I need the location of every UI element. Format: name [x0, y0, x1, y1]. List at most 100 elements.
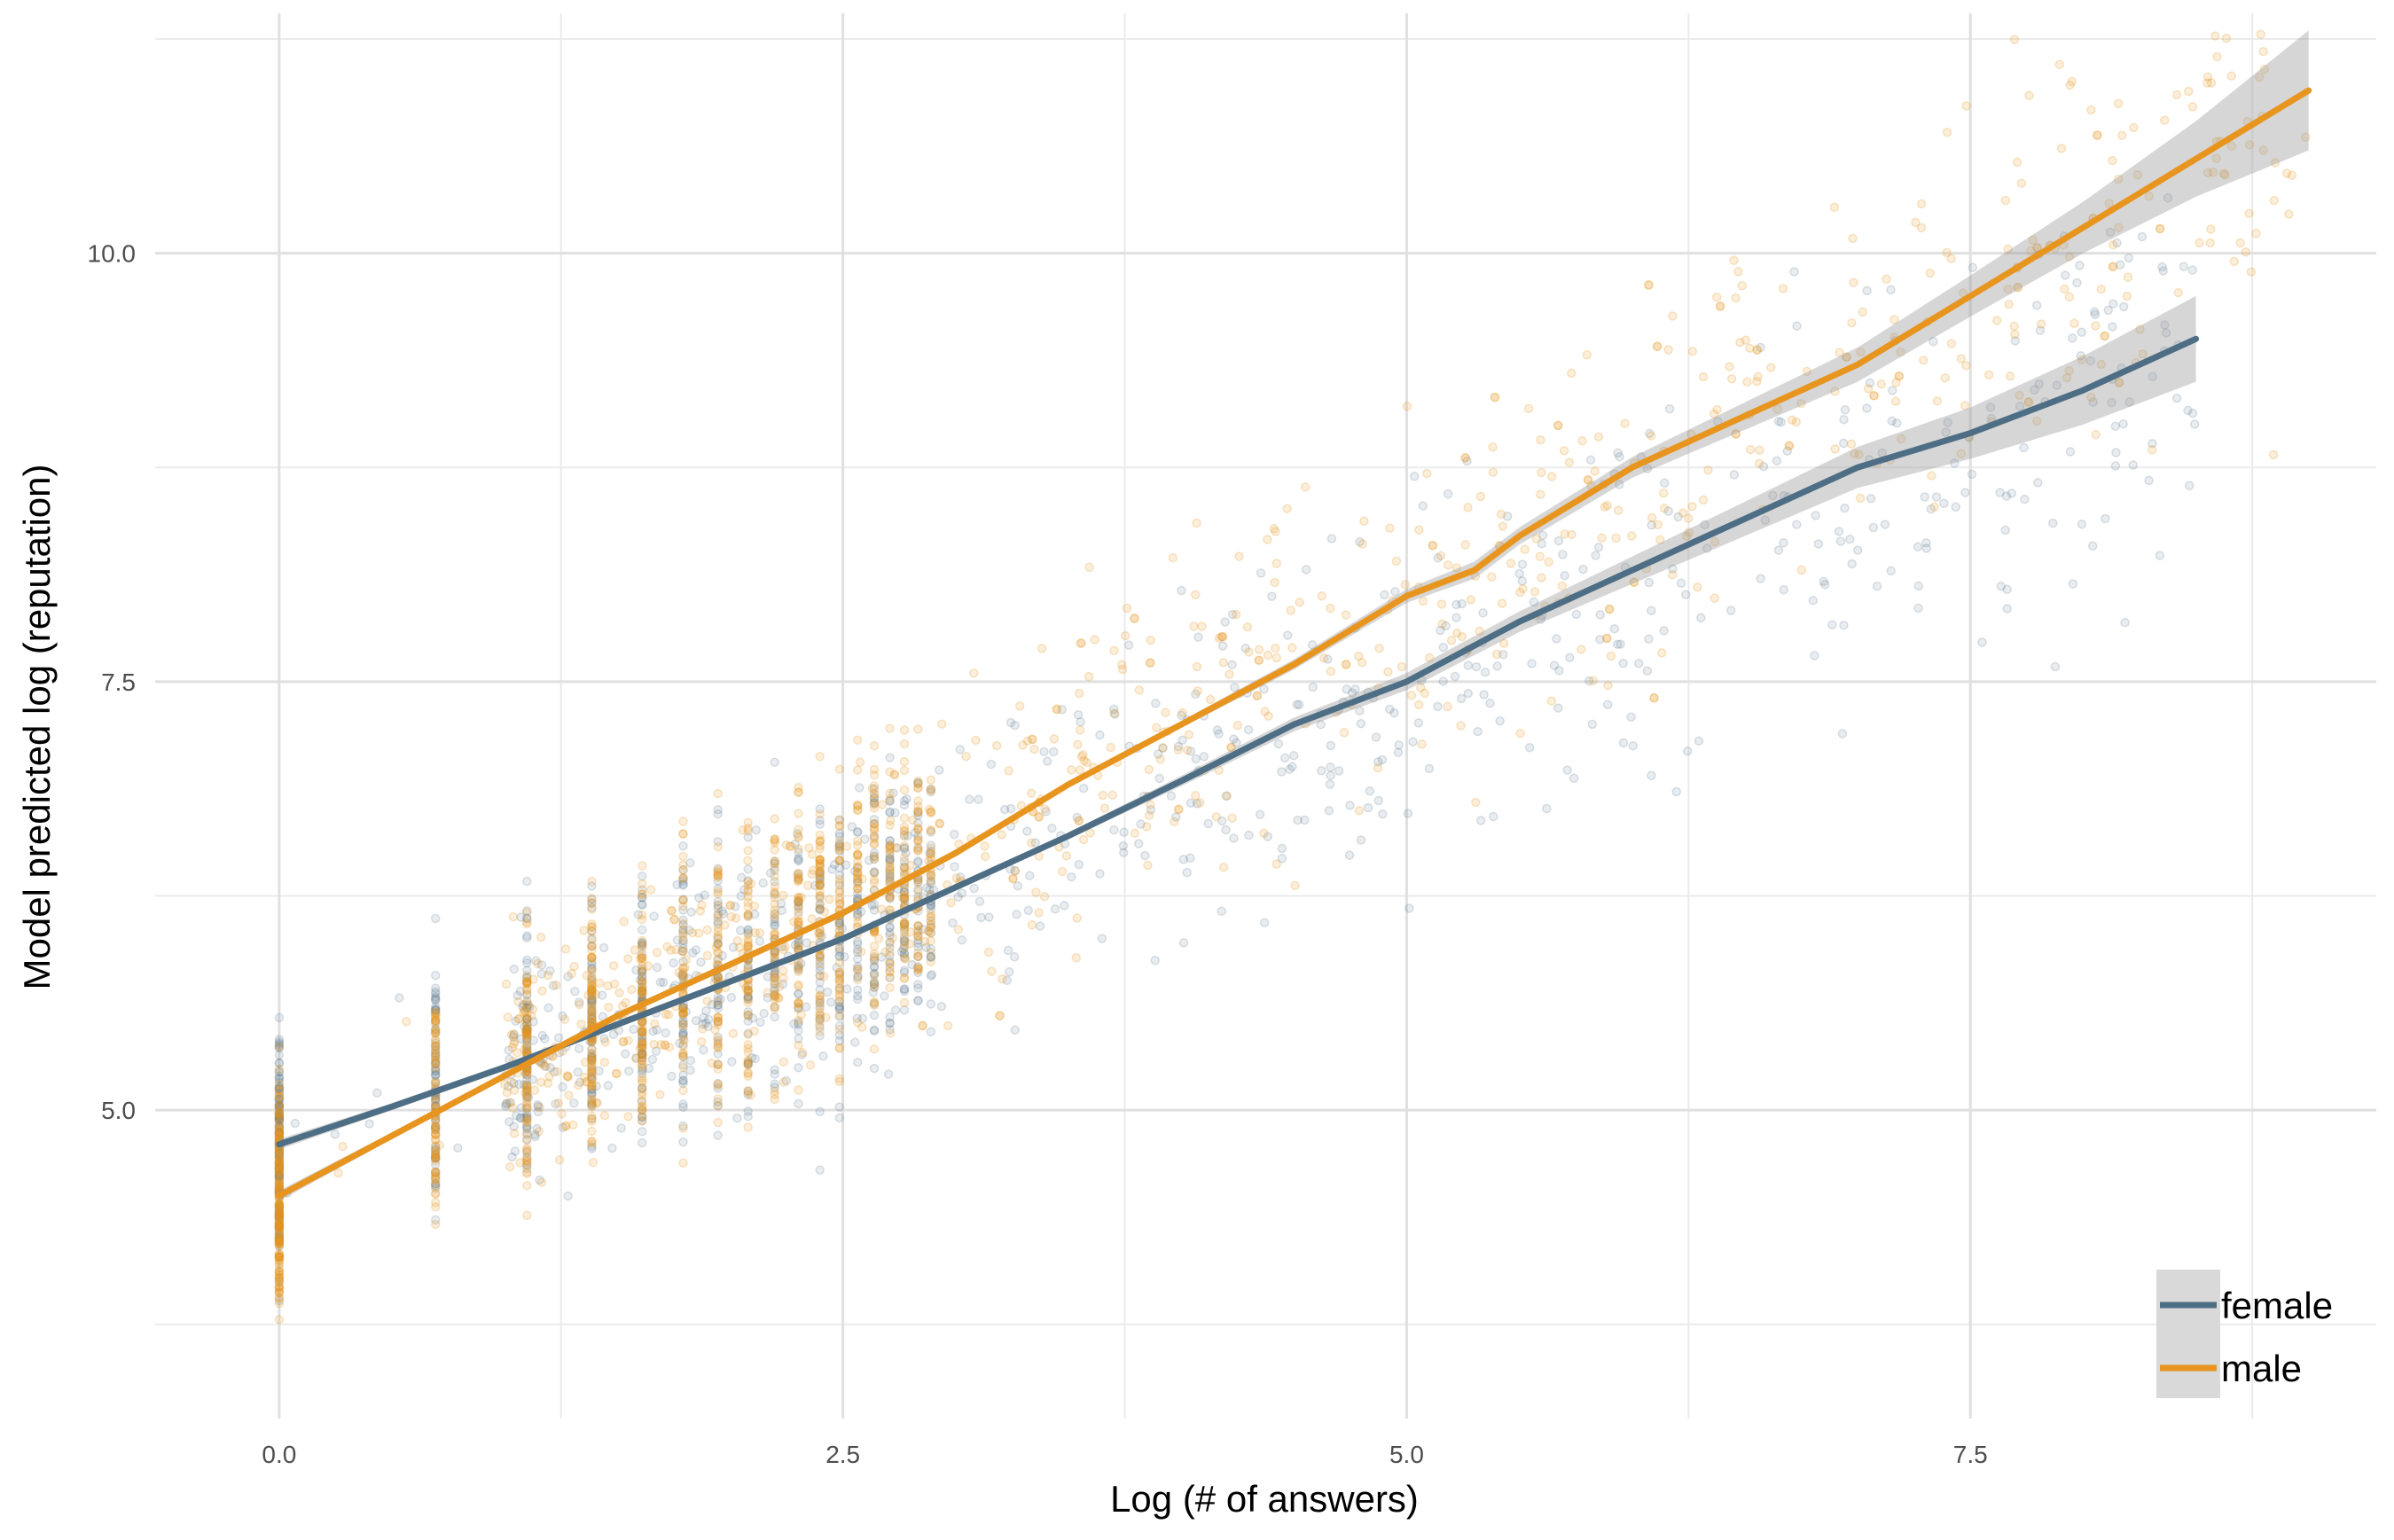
male-point	[522, 1180, 532, 1191]
male-point	[2091, 429, 2101, 440]
male-point	[886, 816, 896, 825]
male-point	[743, 941, 753, 951]
female-point	[1326, 762, 1335, 772]
male-point	[728, 1028, 739, 1039]
female-point	[519, 1113, 529, 1123]
male-point	[2086, 105, 2096, 115]
male-point	[543, 1078, 553, 1089]
female-point	[1050, 904, 1060, 914]
male-point	[961, 751, 971, 762]
female-point	[815, 928, 825, 938]
female-point	[869, 831, 880, 841]
female-point	[955, 872, 966, 882]
female-point	[926, 876, 936, 886]
female-point	[1326, 534, 1337, 543]
female-point	[1887, 416, 1897, 426]
female-point	[1485, 699, 1495, 708]
male-point	[1557, 581, 1568, 591]
female-point	[794, 1002, 803, 1012]
female-point	[597, 990, 607, 1000]
female-point	[883, 1069, 894, 1079]
female-point	[520, 1021, 529, 1032]
female-point	[834, 863, 845, 872]
female-point	[763, 992, 773, 1003]
female-point	[1005, 717, 1016, 728]
female-point	[2112, 238, 2122, 248]
female-point	[678, 957, 688, 966]
female-point	[770, 914, 779, 924]
male-point	[995, 1011, 1005, 1020]
female-point	[587, 903, 597, 913]
female-point	[921, 942, 931, 952]
female-point	[1171, 812, 1181, 822]
female-point	[1119, 827, 1129, 838]
male-point	[2244, 208, 2254, 219]
female-point	[743, 1059, 753, 1069]
male-point	[1286, 606, 1296, 615]
female-point	[869, 1010, 880, 1020]
male-point	[652, 948, 662, 958]
female-point	[770, 917, 779, 927]
female-point	[2171, 393, 2182, 403]
female-point	[274, 1114, 285, 1124]
female-point	[1659, 478, 1670, 489]
female-point	[274, 1236, 285, 1246]
male-point	[2016, 178, 2027, 188]
male-point	[794, 980, 803, 989]
female-point	[1865, 378, 1875, 388]
female-point	[587, 957, 597, 967]
female-point	[965, 794, 974, 804]
female-point	[1277, 767, 1287, 777]
female-point	[1095, 730, 1105, 740]
male-point	[2160, 115, 2170, 125]
female-point	[852, 985, 863, 995]
female-point	[274, 1222, 285, 1232]
female-point	[637, 900, 647, 911]
male-point	[1627, 531, 1637, 541]
male-point	[913, 801, 923, 811]
female-point	[869, 982, 880, 993]
female-point	[504, 1045, 513, 1055]
female-point	[1779, 584, 1789, 595]
female-point	[1049, 747, 1059, 757]
female-point	[913, 983, 923, 993]
male-point	[587, 1101, 597, 1112]
female-point	[1097, 934, 1107, 943]
female-point	[1277, 853, 1287, 864]
male-point	[2108, 155, 2117, 166]
female-point	[1549, 661, 1560, 670]
female-point	[849, 866, 860, 877]
female-point	[885, 869, 895, 879]
female-point	[637, 1127, 647, 1137]
male-point	[637, 1087, 647, 1098]
female-point	[591, 1081, 602, 1091]
female-point	[587, 1141, 597, 1152]
female-point	[864, 856, 874, 865]
male-point	[2226, 71, 2237, 82]
female-point	[2124, 253, 2134, 263]
female-point	[637, 1068, 647, 1079]
female-point	[523, 1000, 534, 1011]
female-point	[430, 1059, 441, 1069]
male-point	[1506, 559, 1516, 568]
male-point	[1074, 688, 1084, 699]
male-point	[1745, 343, 1755, 353]
male-point	[1259, 828, 1269, 839]
female-point	[274, 1128, 285, 1137]
female-point	[885, 957, 895, 966]
female-point	[869, 854, 880, 864]
female-point	[652, 1025, 662, 1035]
female-point	[533, 1101, 544, 1112]
female-point	[430, 1181, 441, 1191]
female-point	[1847, 559, 1857, 569]
female-point	[794, 897, 803, 907]
female-point	[587, 926, 597, 936]
female-point	[678, 1023, 688, 1033]
female-point	[899, 984, 910, 994]
female-point	[1010, 865, 1020, 876]
male-point	[1737, 281, 1748, 291]
male-point	[1492, 649, 1502, 660]
male-point	[908, 815, 918, 825]
female-point	[430, 1038, 441, 1048]
male-point	[835, 898, 845, 909]
